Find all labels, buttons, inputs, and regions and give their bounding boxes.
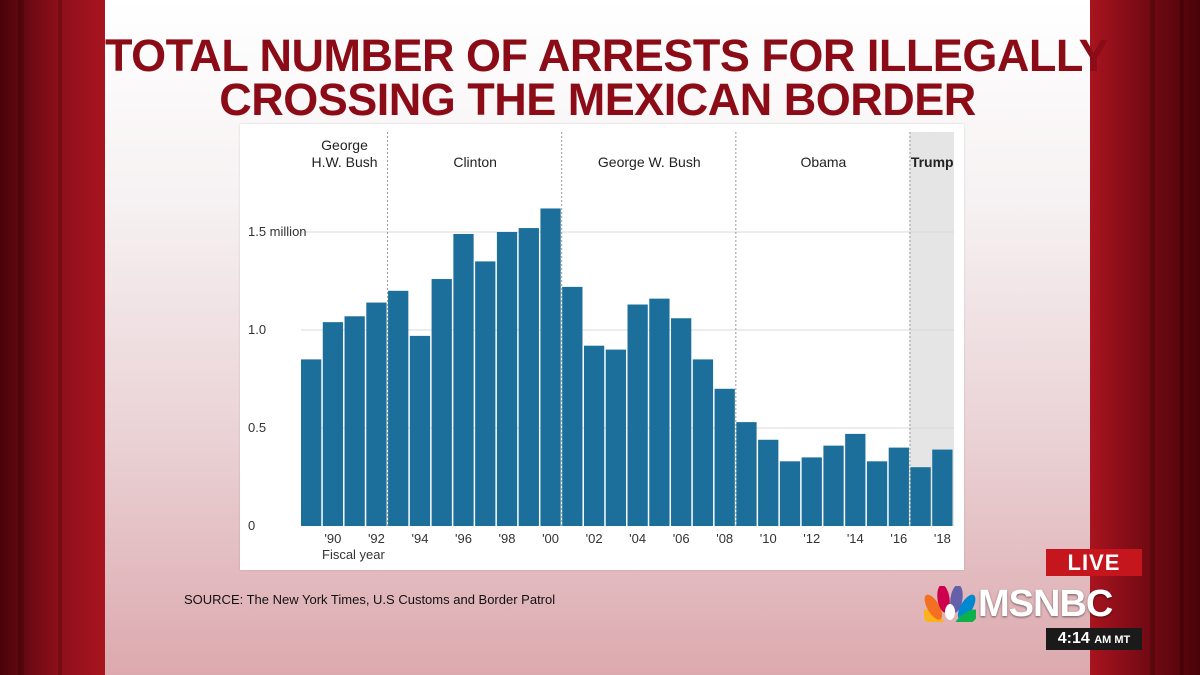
era-label: George W. Bush bbox=[598, 154, 701, 170]
x-tick-label: '90 bbox=[324, 531, 341, 546]
bar-2006 bbox=[671, 318, 692, 526]
bar-1991 bbox=[344, 316, 365, 526]
clock-time: 4:14 bbox=[1057, 630, 1090, 647]
x-tick-label: '04 bbox=[629, 531, 646, 546]
x-tick-label: '00 bbox=[542, 531, 559, 546]
bar-2011 bbox=[779, 461, 801, 526]
bar-1997 bbox=[475, 261, 496, 526]
bar-1999 bbox=[518, 228, 539, 526]
bar-2000 bbox=[540, 208, 561, 526]
clock-badge: 4:14 AM MT bbox=[1046, 628, 1142, 650]
bar-1994 bbox=[409, 335, 431, 526]
bar-2012 bbox=[801, 457, 822, 526]
y-tick-label: 1.0 bbox=[248, 322, 266, 337]
era-label: George bbox=[321, 137, 368, 153]
peacock-icon bbox=[924, 586, 976, 622]
background-stripe bbox=[1150, 0, 1155, 675]
bar-1990 bbox=[322, 322, 344, 526]
era-label: Obama bbox=[800, 154, 846, 170]
x-tick-label: '14 bbox=[847, 531, 864, 546]
bar-1995 bbox=[431, 279, 452, 526]
bar-2002 bbox=[583, 345, 605, 526]
bar-1989 bbox=[301, 359, 322, 526]
network-logo: MSNBC bbox=[924, 584, 1144, 624]
x-tick-label: '94 bbox=[411, 531, 428, 546]
era-label: Clinton bbox=[453, 154, 497, 170]
bar-2014 bbox=[845, 433, 866, 526]
bar-2001 bbox=[562, 286, 583, 526]
network-name: MSNBC bbox=[978, 583, 1113, 625]
era-label: H.W. Bush bbox=[311, 154, 377, 170]
bar-2016 bbox=[888, 447, 909, 526]
x-axis-title: Fiscal year bbox=[322, 547, 386, 562]
bar-2017 bbox=[910, 467, 931, 526]
x-tick-label: '96 bbox=[455, 531, 472, 546]
y-tick-label: 0.5 bbox=[248, 420, 266, 435]
bar-2015 bbox=[866, 461, 888, 526]
graphic-title: TOTAL NUMBER OF ARRESTS FOR ILLEGALLY CR… bbox=[105, 30, 1109, 125]
x-tick-label: '98 bbox=[499, 531, 516, 546]
bar-2009 bbox=[736, 422, 757, 526]
era-label: Trump bbox=[911, 154, 954, 170]
bar-1998 bbox=[496, 232, 518, 526]
bar-2004 bbox=[627, 304, 648, 526]
x-tick-label: '06 bbox=[673, 531, 690, 546]
bar-1993 bbox=[388, 290, 409, 526]
bar-2005 bbox=[649, 298, 670, 526]
x-tick-label: '18 bbox=[934, 531, 951, 546]
source-note: SOURCE: The New York Times, U.S Customs … bbox=[184, 592, 556, 607]
background-stripe bbox=[1180, 0, 1184, 675]
x-tick-label: '92 bbox=[368, 531, 385, 546]
bar-2003 bbox=[605, 349, 626, 526]
x-tick-label: '10 bbox=[760, 531, 777, 546]
y-tick-label: 1.5 million bbox=[248, 224, 307, 239]
x-tick-label: '12 bbox=[803, 531, 820, 546]
background-stripe bbox=[18, 0, 24, 675]
bar-2013 bbox=[823, 445, 844, 526]
bar-2007 bbox=[692, 359, 714, 526]
live-badge: LIVE bbox=[1046, 549, 1142, 576]
x-tick-label: '16 bbox=[890, 531, 907, 546]
clock-zone: AM MT bbox=[1094, 634, 1131, 646]
background-left-curtain bbox=[0, 0, 105, 675]
background-stripe bbox=[58, 0, 62, 675]
bar-chart: 0 0.5 1.0 1.5 million '90 '92 '94 '96 '98 '00 '02 '… bbox=[248, 132, 954, 562]
bar-2010 bbox=[758, 439, 779, 526]
bar-1996 bbox=[453, 233, 474, 526]
title-line-1: TOTAL NUMBER OF ARRESTS FOR ILLEGALLY bbox=[105, 30, 1109, 81]
bar-2018 bbox=[932, 449, 953, 526]
y-tick-label: 0 bbox=[248, 518, 255, 533]
title-line-2: CROSSING THE MEXICAN BORDER bbox=[219, 74, 976, 125]
chart-container: 0 0.5 1.0 1.5 million '90 '92 '94 '96 '98 '00 '02 '… bbox=[240, 124, 964, 570]
bar-2008 bbox=[714, 388, 735, 526]
x-tick-label: '08 bbox=[716, 531, 733, 546]
x-tick-label: '02 bbox=[586, 531, 603, 546]
bar-1992 bbox=[366, 302, 387, 526]
